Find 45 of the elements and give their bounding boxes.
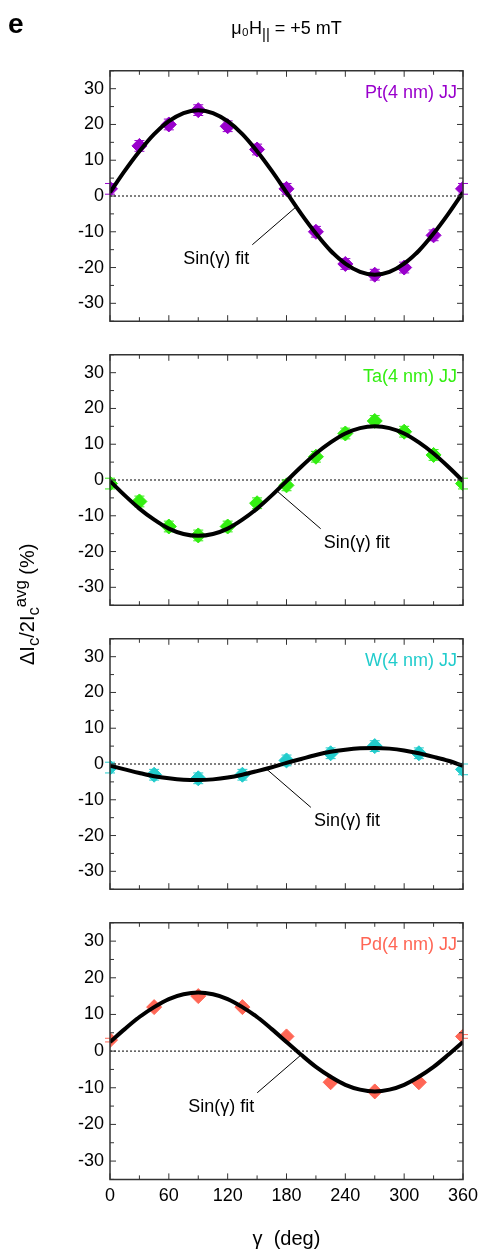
y-tick-label: 0 (93, 752, 104, 773)
y-tick-label: -30 (77, 1150, 104, 1171)
x-tick-label: 300 (389, 1185, 420, 1206)
y-tick-label: -30 (77, 292, 104, 313)
y-tick-label: 30 (83, 930, 104, 951)
y-tick-label: -20 (77, 824, 104, 845)
annotation: Sin(γ) fit (188, 1095, 255, 1116)
text: Pt(4 nm) JJ (364, 81, 457, 102)
annotation: Sin(γ) fit (313, 810, 380, 831)
text: Pd(4 nm) JJ (359, 933, 457, 954)
annotation: Sin(γ) fit (323, 531, 390, 552)
y-tick-label: -20 (77, 540, 104, 561)
y-tick-label: 10 (83, 717, 104, 738)
series-label: Ta(4 nm) JJ (362, 365, 457, 386)
y-tick-label: -10 (77, 1076, 104, 1097)
y-tick-label: -20 (77, 256, 104, 277)
text: e (8, 8, 24, 40)
y-tick-label: -20 (77, 1113, 104, 1134)
y-tick-label: 20 (83, 966, 104, 987)
x-tick-label: 60 (158, 1185, 179, 1206)
annotation: Sin(γ) fit (183, 247, 250, 268)
x-tick-label: 240 (330, 1185, 361, 1206)
y-tick-label: -30 (77, 860, 104, 881)
y-tick-label: 30 (83, 77, 104, 98)
y-tick-label: -30 (77, 576, 104, 597)
y-tick-label: 30 (83, 361, 104, 382)
y-tick-label: -10 (77, 504, 104, 525)
x-tick-label: 180 (271, 1185, 302, 1206)
x-tick-label: 360 (447, 1185, 479, 1206)
x-tick-label: 120 (212, 1185, 243, 1206)
y-tick-label: 30 (83, 645, 104, 666)
x-axis-title: γ (deg) (252, 1226, 321, 1249)
y-tick-label: 20 (83, 681, 104, 702)
chart-title: μ₀H$_{||}$ = +5 mT (230, 18, 343, 42)
y-tick-label: 10 (83, 1003, 104, 1024)
y-tick-label: 0 (93, 468, 104, 489)
text: W(4 nm) JJ (365, 649, 457, 670)
y-tick-label: 10 (83, 433, 104, 454)
y-tick-label: 10 (83, 149, 104, 170)
y-tick-label: 0 (93, 184, 104, 205)
y-tick-label: 20 (83, 113, 104, 134)
y-tick-label: 20 (83, 397, 104, 418)
y-tick-label: 0 (93, 1040, 104, 1061)
y-tick-label: -10 (77, 220, 104, 241)
y-tick-label: -10 (77, 788, 104, 809)
